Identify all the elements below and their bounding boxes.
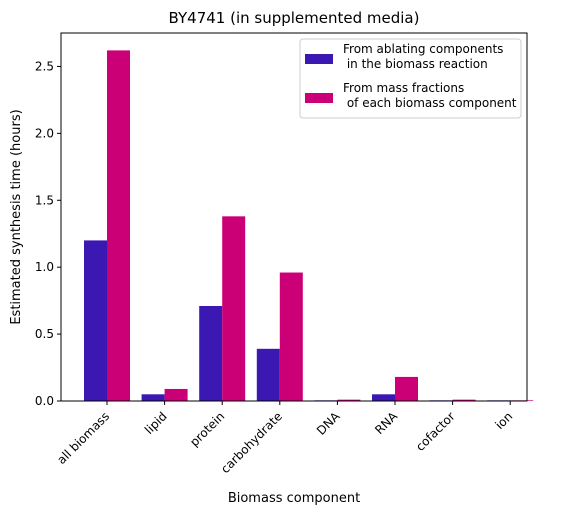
bar-2-all-biomass bbox=[107, 50, 130, 401]
bar-2-carbohydrate bbox=[279, 272, 303, 401]
plot-frame bbox=[60, 32, 528, 402]
bars-group bbox=[84, 50, 534, 401]
legend-swatch-1 bbox=[305, 54, 333, 64]
y-tick-label: 1.0 bbox=[35, 260, 54, 274]
legend-label-2: From mass fractions of each biomass comp… bbox=[343, 81, 517, 110]
legend-label-line: of each biomass component bbox=[343, 96, 517, 110]
x-tick-label: RNA bbox=[372, 409, 401, 438]
y-axis: 0.0 0.5 1.0 1.5 2.0 2.5 bbox=[35, 59, 61, 408]
bar-2-RNA bbox=[395, 376, 418, 401]
bar-2-cofactor bbox=[452, 399, 476, 401]
x-tick-label: protein bbox=[187, 409, 227, 449]
y-tick-label: 0.5 bbox=[35, 327, 54, 341]
y-tick-label: 0.0 bbox=[35, 394, 54, 408]
legend-label-line: From ablating components bbox=[343, 42, 503, 56]
y-axis-label: Estimated synthesis time (hours) bbox=[9, 109, 24, 324]
legend: From ablating components in the biomass … bbox=[299, 38, 522, 119]
legend-label-1: From ablating components in the biomass … bbox=[343, 42, 503, 71]
x-tick-label: ion bbox=[492, 409, 515, 432]
bar-1-all-biomass bbox=[84, 240, 107, 401]
x-tick-label: carbohydrate bbox=[218, 409, 285, 476]
bar-1-protein bbox=[199, 305, 223, 401]
x-tick-label: all biomass bbox=[54, 409, 112, 467]
x-axis-label: Biomass component bbox=[228, 491, 360, 506]
bar-2-lipid bbox=[164, 388, 188, 401]
y-tick-label: 1.5 bbox=[35, 193, 54, 207]
legend-label-line: in the biomass reaction bbox=[343, 57, 488, 71]
chart-title: BY4741 (in supplemented media) bbox=[169, 9, 420, 27]
legend-box bbox=[299, 38, 522, 119]
bar-1-carbohydrate bbox=[256, 348, 280, 401]
y-tick-label: 2.0 bbox=[35, 126, 54, 140]
x-tick-label: DNA bbox=[314, 409, 343, 438]
bar-2-protein bbox=[222, 216, 246, 401]
legend-swatch-2 bbox=[305, 93, 333, 103]
x-tick-label: lipid bbox=[142, 409, 170, 437]
bar-1-lipid bbox=[141, 394, 165, 401]
y-tick-label: 2.5 bbox=[35, 59, 54, 73]
x-tick-label: cofactor bbox=[413, 409, 458, 454]
bar-1-RNA bbox=[372, 394, 395, 401]
legend-label-line: From mass fractions bbox=[343, 81, 464, 95]
bar-2-DNA bbox=[337, 399, 361, 401]
